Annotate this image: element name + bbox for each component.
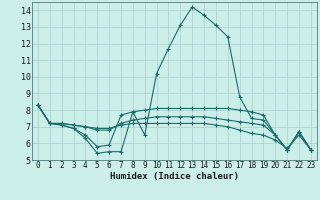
X-axis label: Humidex (Indice chaleur): Humidex (Indice chaleur) <box>110 172 239 181</box>
